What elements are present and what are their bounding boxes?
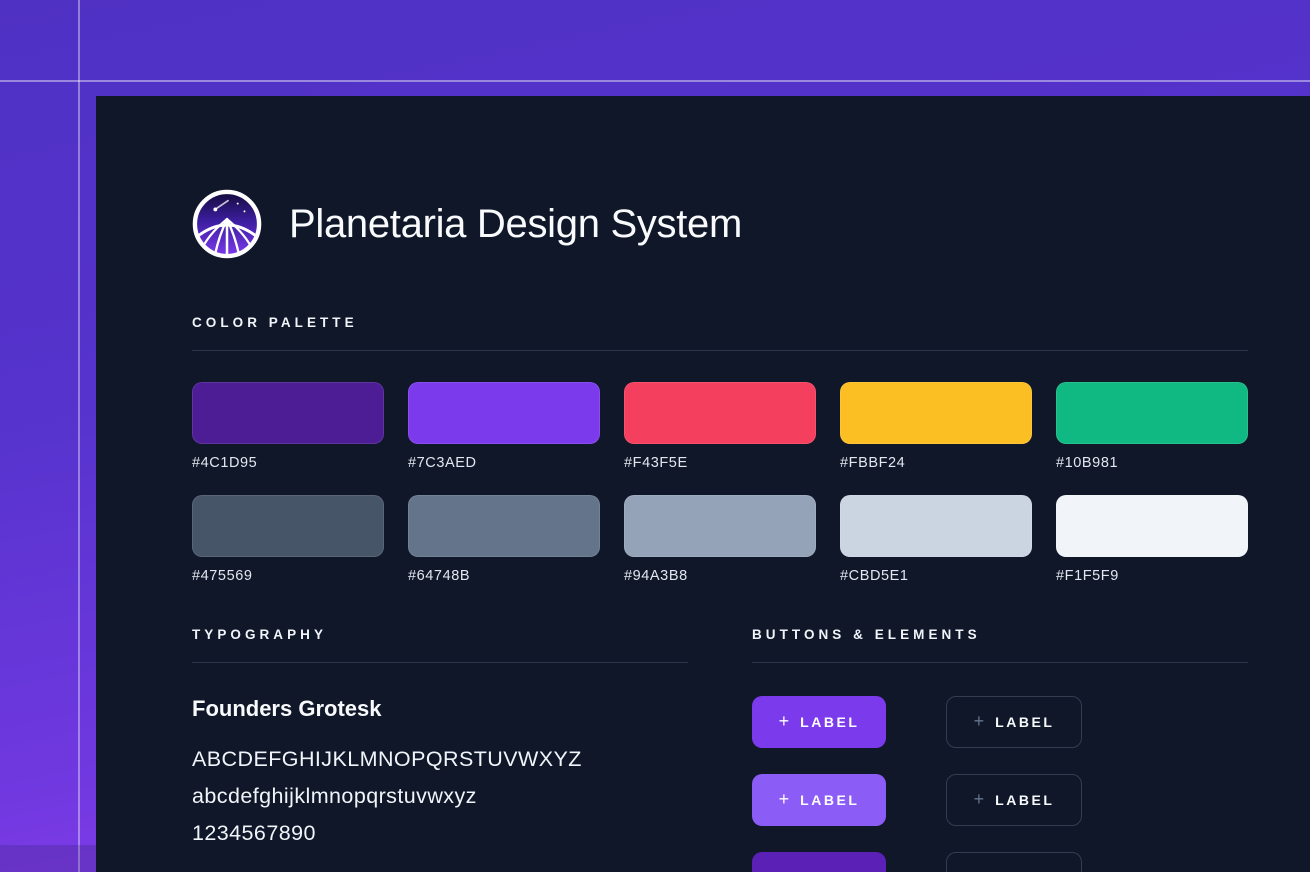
button-label: LABEL (995, 792, 1055, 808)
color-palette-heading: COLOR PALETTE (192, 315, 358, 330)
button-label: LABEL (995, 714, 1055, 730)
button-label: LABEL (800, 714, 860, 730)
plus-icon: + (779, 867, 790, 872)
uppercase-specimen: ABCDEFGHIJKLMNOPQRSTUVWXYZ (192, 747, 582, 771)
typography-section: TYPOGRAPHY Founders Grotesk ABCDEFGHIJKL… (192, 627, 688, 872)
swatch-cell: #4C1D95 (192, 382, 384, 471)
swatch-cell: #F1F5F9 (1056, 495, 1248, 584)
color-swatch[interactable] (840, 382, 1032, 444)
design-system-panel: Planetaria Design System COLOR PALETTE #… (96, 96, 1310, 872)
page-title: Planetaria Design System (289, 201, 743, 246)
font-name: Founders Grotesk (192, 696, 382, 721)
swatch-hex-label: #7C3AED (408, 455, 477, 471)
button-row: + LABEL + LABEL (752, 852, 1248, 872)
button-label: LABEL (995, 870, 1054, 872)
swatch-cell: #94A3B8 (624, 495, 816, 584)
color-swatch[interactable] (840, 495, 1032, 557)
plus-icon: + (974, 867, 985, 872)
typography-heading: TYPOGRAPHY (192, 627, 328, 642)
swatch-hex-label: #CBD5E1 (840, 568, 909, 584)
ghost-label-button[interactable]: + LABEL (946, 852, 1082, 872)
button-label: LABEL (800, 792, 860, 808)
buttons-elements-section: BUTTONS & ELEMENTS + LABEL + LABEL + LABEL + LA… (752, 627, 1248, 872)
color-swatch[interactable] (192, 382, 384, 444)
plus-icon: + (973, 710, 985, 731)
plus-icon: + (778, 710, 790, 731)
buttons-elements-heading: BUTTONS & ELEMENTS (752, 627, 981, 642)
backdrop-shade-band (0, 845, 96, 872)
swatch-cell: #CBD5E1 (840, 495, 1032, 584)
color-swatch[interactable] (408, 495, 600, 557)
swatch-hex-label: #64748B (408, 568, 471, 584)
swatch-cell: #7C3AED (408, 382, 600, 471)
swatch-cell: #FBBF24 (840, 382, 1032, 471)
ghost-label-button[interactable]: + LABEL (946, 696, 1082, 748)
page-header: Planetaria Design System (192, 189, 1248, 259)
swatch-cell: #475569 (192, 495, 384, 584)
button-showcase: + LABEL + LABEL + LABEL + LABEL + LABEL + LABEL (752, 696, 1248, 872)
swatch-grid: #4C1D95 #7C3AED #F43F5E #FBBF24 #10B981 #4755… (192, 382, 1248, 584)
color-swatch[interactable] (192, 495, 384, 557)
section-divider (752, 662, 1248, 663)
color-swatch[interactable] (624, 495, 816, 557)
numeral-specimen: 1234567890 (192, 821, 316, 845)
swatch-cell: #10B981 (1056, 382, 1248, 471)
primary-label-button[interactable]: + LABEL (752, 696, 886, 748)
planetaria-logo-icon (192, 189, 262, 259)
color-swatch[interactable] (1056, 382, 1248, 444)
section-divider (192, 662, 688, 663)
swatch-hex-label: #FBBF24 (840, 455, 906, 471)
swatch-hex-label: #475569 (192, 568, 253, 584)
swatch-hex-label: #94A3B8 (624, 568, 688, 584)
swatch-hex-label: #F43F5E (624, 455, 688, 471)
swatch-cell: #64748B (408, 495, 600, 584)
color-swatch[interactable] (1056, 495, 1248, 557)
button-row: + LABEL + LABEL (752, 696, 1248, 748)
plus-icon: + (973, 788, 985, 809)
button-row: + LABEL + LABEL (752, 774, 1248, 826)
color-swatch[interactable] (624, 382, 816, 444)
ghost-label-button[interactable]: + LABEL (946, 774, 1082, 826)
section-divider (192, 350, 1248, 351)
vertical-guide-line (78, 0, 80, 872)
primary-label-button[interactable]: + LABEL (752, 852, 886, 872)
plus-icon: + (778, 788, 790, 809)
primary-label-button[interactable]: + LABEL (752, 774, 886, 826)
color-palette-section: COLOR PALETTE #4C1D95 #7C3AED #F43F5E #FBBF… (192, 315, 1248, 584)
color-swatch[interactable] (408, 382, 600, 444)
swatch-hex-label: #F1F5F9 (1056, 568, 1119, 584)
swatch-hex-label: #4C1D95 (192, 455, 258, 471)
lowercase-specimen: abcdefghijklmnopqrstuvwxyz (192, 784, 477, 808)
swatch-hex-label: #10B981 (1056, 455, 1119, 471)
horizontal-guide-line (0, 80, 1310, 82)
swatch-cell: #F43F5E (624, 382, 816, 471)
button-label: LABEL (800, 870, 859, 872)
